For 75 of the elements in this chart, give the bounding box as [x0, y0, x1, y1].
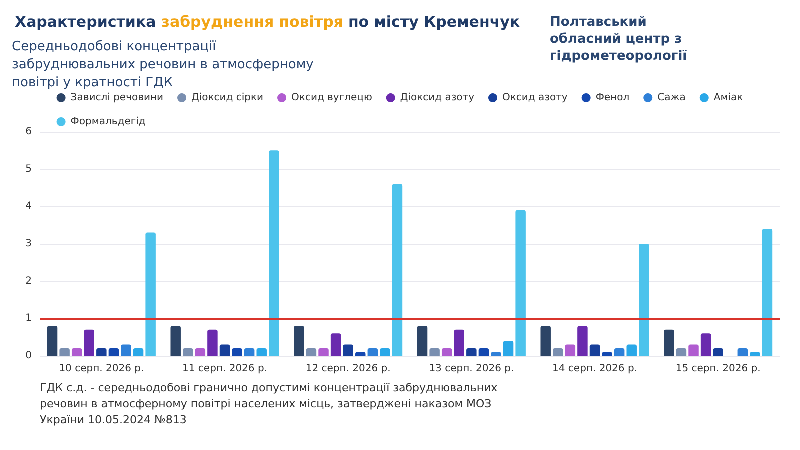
bar — [269, 150, 280, 356]
legend-label: Діоксид сірки — [192, 92, 264, 104]
bar — [417, 326, 428, 356]
text: Полтавський обласний центр з гідрометеорології — [550, 15, 688, 64]
bar — [146, 232, 156, 356]
bar — [183, 348, 194, 356]
bar — [195, 348, 206, 356]
legend-label: Сажа — [658, 92, 686, 104]
x-tick-label: 12 серп. 2026 р. — [306, 364, 391, 374]
bar — [368, 348, 378, 356]
bar — [121, 344, 132, 356]
bar — [738, 348, 748, 356]
bar — [713, 348, 724, 356]
bar — [626, 344, 637, 356]
bar — [318, 348, 329, 356]
x-tick-label: 14 серп. 2026 р. — [552, 364, 638, 374]
legend-label: Аміак — [714, 92, 744, 104]
chart-subtitle: Середньодобові концентрації забруднювальних речовин в атмосферному повітрі у кратності ГДК — [12, 40, 318, 90]
bar — [578, 326, 588, 356]
bar — [108, 348, 120, 356]
bar — [47, 326, 58, 356]
legend-label: Діоксид азоту — [400, 92, 475, 104]
bar — [540, 326, 551, 356]
legend-label: Оксид вуглецю — [292, 92, 372, 104]
bar — [96, 348, 107, 356]
bar — [84, 330, 94, 356]
bar — [688, 344, 699, 356]
y-tick-label: 4 — [26, 201, 32, 212]
y-tick-label: 0 — [26, 350, 32, 362]
x-tick-label: 15 серп. 2026 р. — [676, 364, 761, 374]
y-tick-label: 1 — [26, 313, 32, 324]
bar — [442, 348, 452, 356]
bar — [133, 348, 144, 356]
y-tick-label: 5 — [26, 164, 32, 175]
legend-label: Оксид азоту — [502, 92, 568, 104]
x-tick-label: 13 серп. 2026 р. — [429, 364, 514, 374]
bar — [430, 348, 440, 356]
bar — [565, 344, 576, 356]
bar — [170, 326, 181, 356]
x-tick-label: 11 серп. 2026 р. — [182, 364, 268, 374]
bar — [72, 348, 82, 356]
bar — [392, 184, 403, 356]
bar — [256, 348, 267, 356]
bar — [639, 244, 650, 356]
legend-label: Формальдегід — [70, 116, 146, 128]
bar — [244, 348, 255, 356]
y-tick-label: 2 — [26, 276, 32, 287]
bar — [306, 348, 317, 356]
bar — [220, 344, 230, 356]
bar — [208, 330, 218, 356]
bar — [466, 348, 477, 356]
bar — [553, 348, 564, 356]
bar — [232, 348, 242, 356]
chart-title: Характеристика забруднення повітря по місту Кременчук — [15, 13, 520, 31]
bar — [503, 341, 514, 356]
bar — [343, 344, 354, 356]
x-tick-label: 10 серп. 2026 р. — [59, 364, 144, 374]
text: ГДК с.д. - середньодобові гранично допустимі концентрації забруднювальних речовин в атмосферному повітрі населених місць, затверджені наказом МОЗ України 10.05.2024 №813 — [40, 382, 502, 426]
bar — [478, 348, 490, 356]
bar — [676, 348, 687, 356]
bar — [454, 330, 464, 356]
bar — [664, 330, 674, 356]
legend-label: Фенол — [596, 92, 630, 104]
bar — [60, 348, 70, 356]
bar — [330, 334, 342, 356]
y-tick-label: 6 — [26, 126, 32, 138]
bar — [614, 348, 625, 356]
bar — [516, 210, 526, 356]
bar — [294, 326, 304, 356]
bar — [762, 229, 773, 356]
legend-label: Завислі речовини — [70, 92, 164, 104]
y-tick-label: 3 — [26, 238, 32, 250]
bar — [700, 334, 712, 356]
bar — [380, 348, 390, 356]
bar — [590, 344, 600, 356]
